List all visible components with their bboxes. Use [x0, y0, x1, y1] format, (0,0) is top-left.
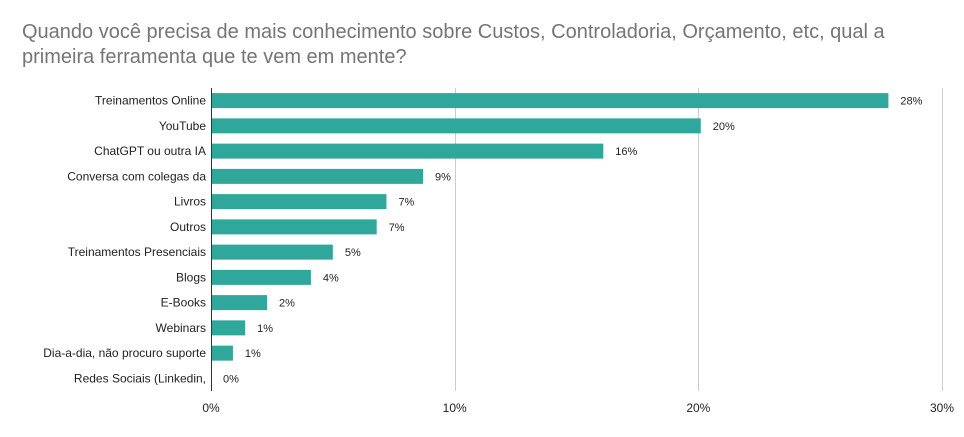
gridlines [455, 88, 943, 391]
data-label: 1% [245, 348, 261, 360]
category-label: Dia-a-dia, não procuro suporte [43, 346, 206, 360]
data-label: 16% [615, 146, 637, 158]
category-label: ChatGPT ou outra IA [94, 144, 206, 158]
category-label: Outros [170, 220, 206, 234]
category-label: YouTube [159, 119, 206, 133]
data-label: 1% [257, 323, 273, 335]
chart-title: Quando você precisa de mais conhecimento… [22, 21, 885, 68]
category-label: Webinars [156, 321, 206, 335]
bar [211, 194, 387, 210]
bar [211, 269, 311, 285]
bars [211, 93, 889, 361]
bar [211, 143, 604, 159]
bar [211, 345, 233, 361]
bar [211, 320, 246, 336]
category-label: Treinamentos Online [95, 94, 206, 108]
data-label: 7% [389, 222, 405, 234]
bar [211, 219, 377, 235]
data-label: 7% [398, 197, 414, 209]
x-tick-label: 20% [686, 401, 710, 415]
category-label: Livros [174, 195, 206, 209]
bar [211, 93, 889, 109]
data-label: 28% [900, 96, 922, 108]
data-label: 0% [223, 373, 239, 385]
x-tick-label: 30% [930, 401, 954, 415]
data-label: 5% [345, 247, 361, 259]
category-label: Treinamentos Presenciais [68, 245, 206, 259]
data-label: 9% [435, 171, 451, 183]
bar [211, 244, 333, 260]
bar [211, 168, 423, 184]
category-label: Redes Sociais (Linkedin, [74, 371, 206, 385]
data-label: 4% [323, 272, 339, 284]
bar [211, 118, 701, 134]
data-label: 2% [279, 298, 295, 310]
category-label: Conversa com colegas da [67, 169, 206, 183]
labels: 0% 10% 20% 30% Treinamentos Online 28% YouTube… [43, 88, 954, 415]
x-tick-label: 0% [202, 401, 220, 415]
bar [211, 295, 268, 311]
category-label: E-Books [161, 296, 206, 310]
data-label: 20% [713, 121, 735, 133]
x-tick-label: 10% [443, 401, 467, 415]
category-label: Blogs [176, 270, 206, 284]
